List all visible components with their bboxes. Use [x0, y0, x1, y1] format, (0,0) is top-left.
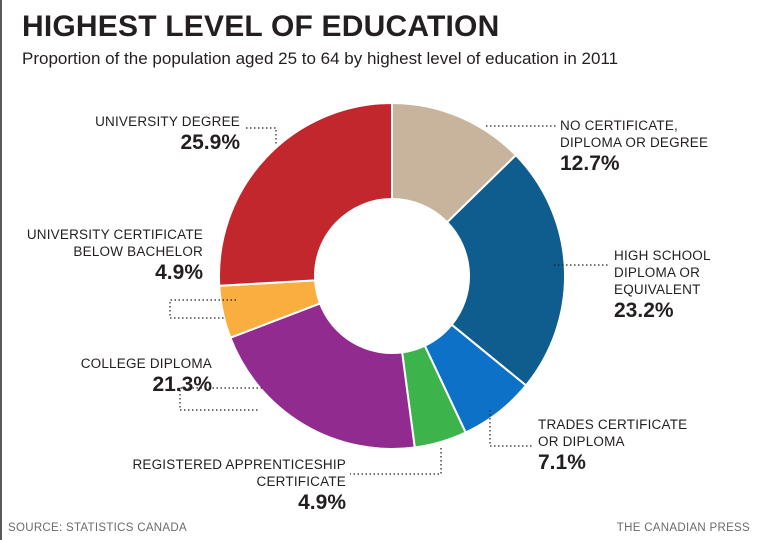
- value-label: 23.2%: [614, 299, 674, 322]
- leader-line-registered-apprenticeship-certificate: [350, 448, 442, 475]
- value-label: 7.1%: [538, 451, 586, 474]
- category-label: HIGH SCHOOL: [614, 248, 711, 263]
- value-label: 4.9%: [298, 491, 346, 514]
- label-trades: TRADES CERTIFICATE OR DIPLOMA 7.1%: [538, 416, 687, 475]
- category-label: CERTIFICATE: [256, 474, 346, 489]
- chart-title: HIGHEST LEVEL OF EDUCATION: [22, 10, 500, 43]
- category-label: OR DIPLOMA: [538, 434, 625, 449]
- category-label: UNIVERSITY DEGREE: [95, 114, 240, 129]
- label-high-school: HIGH SCHOOL DIPLOMA OR EQUIVALENT 23.2%: [614, 247, 711, 323]
- slice-high-school-diploma-or-equivalent: [445, 153, 566, 387]
- label-university-certificate: UNIVERSITY CERTIFICATE BELOW BACHELOR 4.…: [20, 226, 203, 285]
- category-label: BELOW BACHELOR: [73, 244, 203, 259]
- value-label: 25.9%: [180, 131, 240, 154]
- category-label: COLLEGE DIPLOMA: [80, 356, 212, 371]
- credit-note: THE CANADIAN PRESS: [616, 522, 750, 534]
- slice-university-degree: [218, 101, 393, 287]
- leader-line-college-diploma: [179, 387, 262, 411]
- category-label: NO CERTIFICATE,: [560, 118, 679, 133]
- category-label: TRADES CERTIFICATE: [538, 417, 688, 432]
- value-label: 4.9%: [155, 261, 203, 284]
- label-no-certificate: NO CERTIFICATE, DIPLOMA OR DEGREE 12.7%: [560, 117, 708, 176]
- source-note: SOURCE: STATISTICS CANADA: [8, 522, 187, 534]
- label-university-degree: UNIVERSITY DEGREE 25.9%: [60, 113, 240, 155]
- left-border: [0, 0, 2, 540]
- category-label: DIPLOMA OR: [614, 265, 701, 280]
- category-label: UNIVERSITY CERTIFICATE: [26, 227, 203, 242]
- chart-subtitle: Proportion of the population aged 25 to …: [22, 49, 619, 68]
- leader-line-university-certificate-below-bachelor: [169, 299, 236, 319]
- label-college: COLLEGE DIPLOMA 21.3%: [40, 355, 212, 397]
- value-label: 21.3%: [152, 373, 212, 396]
- value-label: 12.7%: [560, 152, 620, 175]
- category-label: EQUIVALENT: [614, 282, 701, 297]
- category-label: DIPLOMA OR DEGREE: [560, 135, 709, 150]
- leader-line-trades-certificate-or-diploma: [489, 410, 534, 447]
- category-label: REGISTERED APPRENTICESHIP: [132, 457, 346, 472]
- leader-line-university-degree: [246, 127, 277, 146]
- slice-college-diploma: [229, 302, 416, 450]
- label-apprenticeship: REGISTERED APPRENTICESHIP CERTIFICATE 4.…: [120, 456, 346, 515]
